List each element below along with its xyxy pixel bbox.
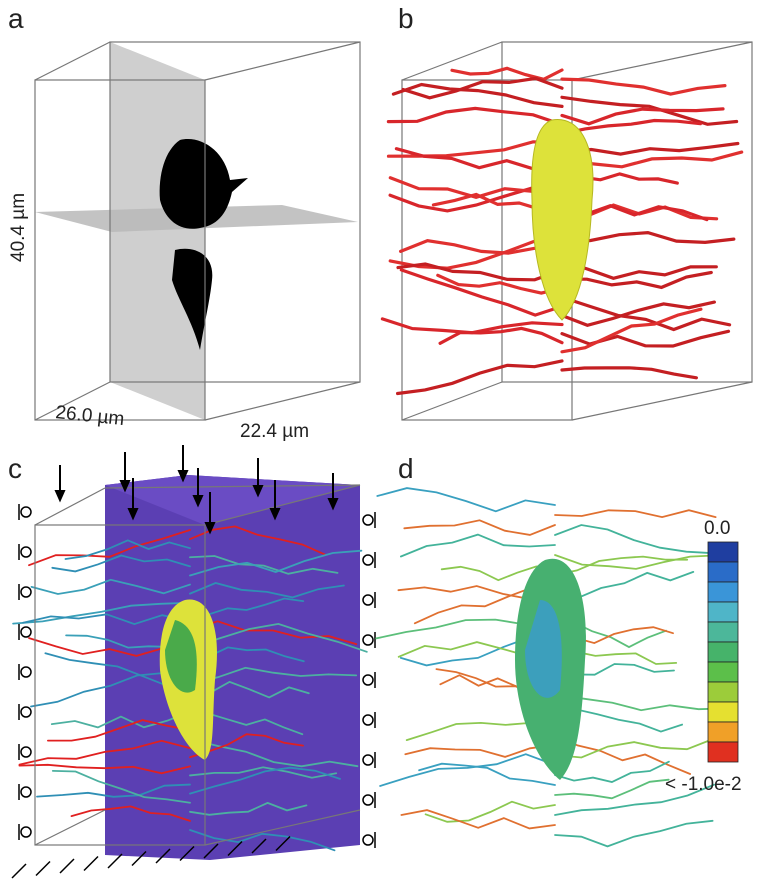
- dendrite: [562, 331, 729, 346]
- dendrite: [555, 557, 687, 575]
- depth-label: 22.4 µm: [240, 421, 309, 442]
- support: [21, 787, 31, 797]
- ground-hatch: [84, 857, 98, 871]
- ground-hatch: [60, 859, 74, 873]
- dendrite: [388, 108, 562, 124]
- height-label: 40.4 µm: [8, 193, 29, 262]
- support: [21, 747, 31, 757]
- colorbar: [708, 542, 738, 762]
- support: [363, 555, 373, 565]
- panel-c: [12, 445, 375, 878]
- dendrite: [398, 361, 562, 394]
- support: [363, 595, 373, 605]
- dendrite: [377, 488, 555, 511]
- support: [363, 795, 373, 805]
- support: [363, 835, 373, 845]
- ground-hatch: [108, 854, 122, 868]
- dendrite: [562, 79, 725, 94]
- dendrite: [562, 273, 711, 288]
- panel-label: a: [8, 3, 24, 34]
- support: [363, 675, 373, 685]
- panel-label: d: [398, 453, 414, 484]
- support: [21, 707, 31, 717]
- dendrite: [405, 745, 555, 757]
- matrix-block: [105, 475, 360, 860]
- colorbar-band: [708, 562, 738, 582]
- panel-b: [382, 42, 752, 420]
- colorbar-band: [708, 602, 738, 622]
- colorbar-band: [708, 682, 738, 702]
- dendrite: [404, 520, 555, 535]
- support: [363, 515, 373, 525]
- colorbar-max: 0.0: [704, 518, 730, 539]
- colorbar-band: [708, 542, 738, 562]
- arrow-head: [56, 491, 64, 500]
- support: [21, 587, 31, 597]
- support: [363, 755, 373, 765]
- dendrite: [419, 764, 555, 785]
- cell-body: [532, 120, 593, 320]
- panel-label: b: [398, 3, 414, 34]
- colorbar-band: [708, 622, 738, 642]
- dendrite: [555, 525, 713, 553]
- dendrite: [401, 810, 555, 828]
- ground-hatch: [36, 862, 50, 876]
- dendrite: [555, 739, 713, 758]
- colorbar-min: < -1.0e-2: [665, 774, 742, 795]
- colorbar-band: [708, 662, 738, 682]
- dendrite: [403, 78, 562, 97]
- width-label: 26.0 µm: [54, 402, 125, 430]
- support: [21, 627, 31, 637]
- support: [21, 667, 31, 677]
- figure: a b c d 40.4 µm 26.0 µm 22.4 µm 0.0 < -1…: [0, 0, 777, 885]
- support: [21, 827, 31, 837]
- dendrite: [555, 510, 716, 517]
- colorbar-band: [708, 722, 738, 742]
- ground-hatch: [12, 864, 26, 878]
- dendrite: [555, 821, 713, 847]
- support: [21, 507, 31, 517]
- colorbar-band: [708, 742, 738, 762]
- support: [363, 715, 373, 725]
- dendrite: [555, 762, 669, 782]
- support: [363, 635, 373, 645]
- support: [21, 547, 31, 557]
- colorbar-band: [708, 642, 738, 662]
- colorbar-band: [708, 582, 738, 602]
- panel-label: c: [8, 453, 22, 484]
- dendrite: [562, 368, 696, 378]
- colorbar-band: [708, 702, 738, 722]
- dendrite: [452, 68, 562, 79]
- dendrite: [426, 802, 555, 822]
- panel-a: [35, 42, 360, 420]
- dendrite: [401, 535, 555, 557]
